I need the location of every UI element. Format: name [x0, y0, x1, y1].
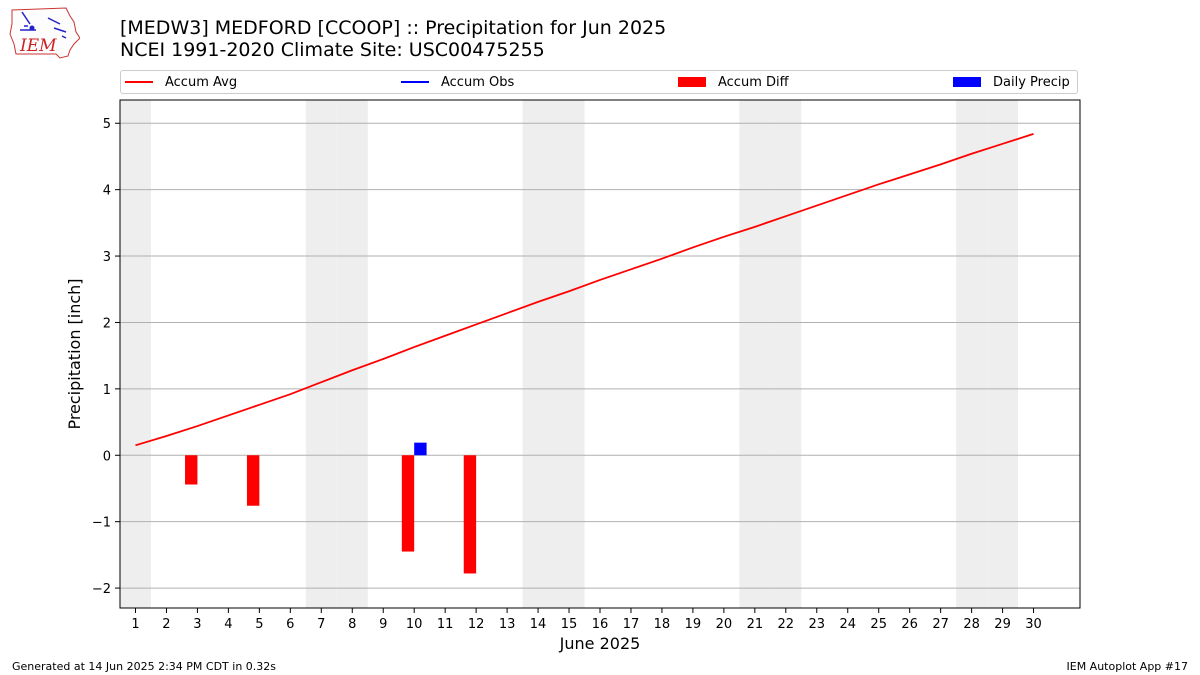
x-tick-label: 14	[530, 617, 547, 632]
weekend-band-21	[739, 100, 771, 608]
x-tick-label: 27	[932, 617, 949, 632]
x-tick-label: 21	[747, 617, 764, 632]
accum-diff-bar	[185, 455, 198, 485]
y-tick-label: 1	[103, 383, 111, 398]
weekend-band-28	[956, 100, 988, 608]
legend-swatch-accum-obs	[401, 81, 429, 83]
logo-text: IEM	[19, 36, 57, 56]
x-tick-label: 8	[348, 617, 356, 632]
plot-frame	[119, 99, 1081, 609]
daily-precip-bar	[414, 442, 427, 456]
x-tick-label: 9	[379, 617, 387, 632]
x-tick-label: 22	[778, 617, 795, 632]
y-tick-label: 2	[103, 316, 111, 331]
x-axis-label: June 2025	[559, 634, 641, 653]
x-tick-label: 3	[193, 617, 201, 632]
legend-item-accum-avg: Accum Avg	[125, 71, 237, 93]
x-tick-label: 15	[561, 617, 578, 632]
iem-logo: IEM	[8, 6, 81, 60]
x-tick-label: 5	[255, 617, 263, 632]
accum-diff-bar	[463, 455, 477, 574]
x-tick-label: 7	[317, 617, 325, 632]
x-tick-label: 20	[716, 617, 733, 632]
legend-item-daily-precip: Daily Precip	[953, 71, 1070, 93]
weekend-band-14	[522, 100, 554, 608]
y-tick-label: −1	[92, 516, 111, 531]
weekend-band-1	[120, 100, 151, 608]
accum-diff-bar	[246, 455, 260, 506]
x-tick-label: 17	[623, 617, 640, 632]
x-tick-label: 25	[870, 617, 887, 632]
chart-subtitle: NCEI 1991-2020 Climate Site: USC00475255	[120, 39, 545, 61]
x-tick-label: 19	[685, 617, 702, 632]
y-tick-label: 5	[103, 117, 111, 132]
footer-app-text: IEM Autoplot App #17	[1066, 660, 1189, 673]
legend-label-daily-precip: Daily Precip	[993, 74, 1070, 90]
x-tick-label: 29	[994, 617, 1011, 632]
x-tick-label: 26	[901, 617, 918, 632]
x-tick-label: 30	[1025, 617, 1042, 632]
x-tick-label: 6	[286, 617, 294, 632]
chart-title: [MEDW3] MEDFORD [CCOOP] :: Precipitation…	[120, 17, 667, 39]
x-tick-label: 11	[437, 617, 454, 632]
weekend-band-7	[305, 100, 337, 608]
weekend-band-29	[987, 100, 1019, 608]
x-tick-label: 4	[224, 617, 232, 632]
y-tick-label: −2	[92, 582, 111, 597]
weekend-band-8	[336, 100, 368, 608]
y-tick-label: 0	[103, 449, 111, 464]
y-tick-label: 4	[103, 184, 111, 199]
legend-label-accum-avg: Accum Avg	[165, 74, 238, 90]
x-tick-label: 10	[406, 617, 423, 632]
x-tick-label: 18	[654, 617, 671, 632]
y-tick-label: 3	[103, 250, 111, 265]
x-tick-label: 1	[131, 617, 139, 632]
accum-diff-bar	[401, 455, 415, 552]
legend-label-accum-diff: Accum Diff	[718, 74, 789, 90]
legend-swatch-accum-avg	[125, 81, 153, 83]
x-tick-label: 23	[809, 617, 826, 632]
x-tick-label: 28	[963, 617, 980, 632]
legend-swatch-accum-diff	[678, 77, 706, 87]
weekend-band-15	[553, 100, 585, 608]
y-axis-label: Precipitation [inch]	[65, 278, 84, 429]
x-tick-label: 16	[592, 617, 609, 632]
legend-swatch-daily-precip	[953, 77, 981, 87]
x-tick-label: 2	[162, 617, 170, 632]
x-tick-label: 12	[468, 617, 485, 632]
chart-legend: Accum Avg Accum Obs Accum Diff Daily Pre…	[120, 70, 1078, 94]
weekend-band-22	[770, 100, 802, 608]
accum-avg-line	[135, 133, 1034, 447]
legend-label-accum-obs: Accum Obs	[441, 74, 515, 90]
x-tick-label: 24	[839, 617, 856, 632]
x-tick-label: 13	[499, 617, 516, 632]
legend-item-accum-diff: Accum Diff	[678, 71, 789, 93]
legend-item-accum-obs: Accum Obs	[401, 71, 514, 93]
footer-generated-text: Generated at 14 Jun 2025 2:34 PM CDT in …	[12, 660, 277, 673]
